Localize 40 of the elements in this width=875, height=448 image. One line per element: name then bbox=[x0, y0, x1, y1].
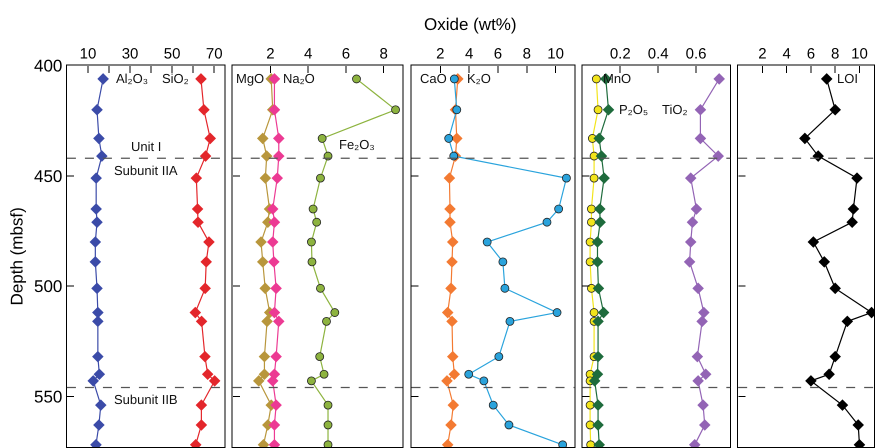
y-tick-label: 450 bbox=[34, 166, 62, 186]
annotation: Subunit IIA bbox=[114, 163, 178, 178]
series-label: Fe₂O₃ bbox=[339, 137, 375, 152]
x-axis-title: Oxide (wt%) bbox=[424, 15, 517, 34]
series-label: MgO bbox=[236, 71, 264, 86]
x-tick-label: 50 bbox=[164, 46, 180, 63]
x-tick-label: 30 bbox=[122, 46, 138, 63]
series-label: P₂O₅ bbox=[619, 102, 648, 117]
x-tick-label: 2 bbox=[436, 46, 445, 63]
x-tick-label: 10 bbox=[80, 46, 96, 63]
y-tick-label: 550 bbox=[34, 387, 62, 406]
x-tick-label: 10 bbox=[851, 46, 868, 63]
x-tick-label: 4 bbox=[464, 46, 474, 63]
series-label: CaO bbox=[420, 71, 447, 86]
x-tick-label: 70 bbox=[206, 46, 223, 63]
x-tick-label: 8 bbox=[831, 46, 840, 63]
x-tick-label: 10 bbox=[547, 46, 564, 63]
series-label: Na₂O bbox=[283, 71, 315, 86]
series-label: SiO₂ bbox=[162, 71, 189, 86]
x-tick-label: 8 bbox=[380, 46, 388, 63]
y-tick-label: 500 bbox=[34, 277, 62, 296]
x-tick-label: 6 bbox=[806, 46, 816, 63]
series-label: K₂O bbox=[467, 71, 491, 86]
x-tick-label: 0.4 bbox=[648, 46, 669, 63]
x-tick-label: 6 bbox=[494, 46, 502, 63]
y-tick-label: 400 bbox=[34, 56, 62, 76]
series-label: TiO₂ bbox=[662, 102, 688, 117]
y-axis-title: Depth (mbsf) bbox=[8, 207, 27, 306]
x-tick-label: 4 bbox=[304, 46, 312, 63]
series-label: Al₂O₃ bbox=[116, 71, 148, 86]
x-tick-label: 0.6 bbox=[686, 46, 706, 63]
x-tick-label: 8 bbox=[522, 46, 531, 63]
annotation: Subunit IIB bbox=[114, 392, 178, 407]
x-tick-label: 2 bbox=[758, 46, 767, 63]
series-label: LOI bbox=[837, 71, 858, 86]
x-tick-label: 2 bbox=[266, 46, 275, 63]
x-tick-label: 0.2 bbox=[610, 46, 631, 63]
x-tick-label: 6 bbox=[342, 46, 350, 63]
x-tick-label: 4 bbox=[782, 46, 791, 63]
ref-line-label: Unit I bbox=[131, 139, 162, 154]
